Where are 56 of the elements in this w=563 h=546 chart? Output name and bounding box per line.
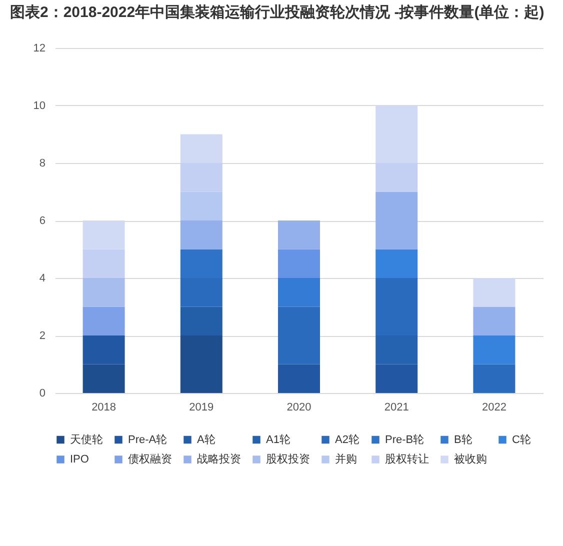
y-tick-label: 12 (33, 42, 46, 54)
bar (82, 220, 125, 250)
bar (278, 249, 320, 278)
legend-label: IPO (70, 454, 90, 466)
y-tick-label: 6 (39, 215, 46, 227)
bar (376, 278, 418, 336)
bar (473, 364, 516, 393)
bar (82, 306, 125, 336)
bar (278, 278, 320, 307)
x-tick-label: 2018 (92, 402, 116, 414)
legend-label: 股权投资 (266, 454, 310, 466)
y-tick-label: 10 (33, 100, 46, 112)
x-tick-label: 2019 (189, 402, 214, 414)
bar (473, 306, 516, 336)
legend-label: C轮 (512, 434, 531, 446)
bar (376, 192, 418, 250)
legend-label: Pre-B轮 (385, 434, 424, 446)
bar (82, 278, 125, 307)
bar (376, 106, 418, 163)
bar (180, 163, 222, 192)
legend-label: Pre-A轮 (128, 434, 168, 446)
bar (278, 364, 320, 393)
y-tick-label: 4 (39, 272, 46, 284)
bar (180, 134, 222, 163)
y-tick-label: 2 (39, 330, 46, 342)
bar (473, 278, 516, 307)
bar (376, 249, 418, 278)
bar (376, 336, 418, 364)
bar (82, 364, 125, 393)
legend-label: A2轮 (335, 434, 360, 446)
bar (278, 306, 320, 364)
bar (82, 249, 125, 278)
x-tick-label: 2020 (286, 402, 312, 414)
bar (82, 336, 125, 364)
bar (180, 220, 222, 250)
y-tick-label: 0 (39, 388, 46, 400)
bar (180, 336, 222, 393)
chart-title: 图表2：2018-2022年中国集装箱运输行业投融资轮次情况 -按事件数量(单位：起) (10, 4, 544, 21)
legend-label: 债权融资 (128, 454, 172, 466)
legend-label: A1轮 (266, 434, 290, 446)
y-tick-label: 8 (39, 158, 46, 170)
x-tick-label: 2022 (482, 402, 506, 414)
legend-label: 战略投资 (197, 454, 241, 466)
x-tick-label: 2021 (384, 402, 409, 414)
legend-label: B轮 (454, 434, 472, 446)
bar (180, 306, 222, 336)
legend-label: 天使轮 (70, 434, 103, 446)
legend-label: 被收购 (454, 452, 487, 466)
legend-label: A轮 (197, 434, 216, 446)
bar (180, 192, 222, 220)
legend-label: 股权转让 (385, 452, 429, 466)
bar (473, 336, 516, 364)
legend-label: 并购 (335, 452, 357, 466)
bar (376, 163, 418, 192)
bar (278, 220, 320, 250)
bar (376, 364, 418, 393)
